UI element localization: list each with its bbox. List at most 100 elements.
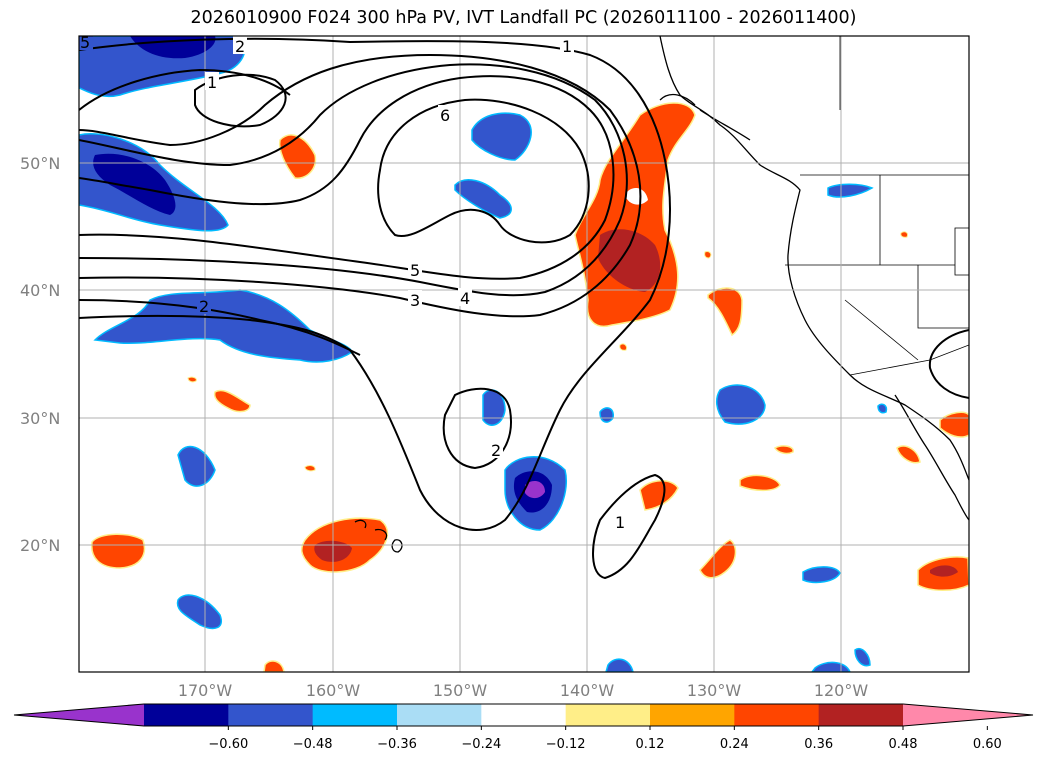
pos-patch-42n-inland — [900, 231, 908, 238]
colorbar-tick-label: −0.60 — [208, 737, 248, 752]
pos-patch-27n-east — [773, 445, 794, 455]
colorbar-tick-label: −0.36 — [377, 737, 417, 752]
contour-label-3: 3 — [410, 291, 420, 310]
contour-1-east — [928, 329, 969, 399]
pos-patch-coastal-core — [598, 229, 661, 292]
neg-patch-25n-min — [525, 480, 545, 499]
state-line-4 — [844, 299, 919, 361]
colorbar-tick-label: −0.24 — [461, 737, 501, 752]
ivt-contours — [79, 37, 969, 580]
lon-label-140w: 140°W — [560, 681, 615, 700]
contour-label-2-west: 2 — [199, 297, 209, 316]
neg-patch-30n-small — [599, 407, 614, 423]
coastlines — [354, 36, 969, 553]
lat-label-30n: 30°N — [20, 409, 60, 428]
pos-patch-27n-coast — [896, 445, 921, 464]
lat-label-40n: 40°N — [20, 281, 60, 300]
contour-label-5-top: 5 — [80, 33, 90, 52]
contour-3 — [79, 53, 642, 318]
colorbar-extend-max — [903, 704, 1033, 726]
pos-patch-25n-east — [739, 474, 781, 492]
colorbar-box — [144, 704, 229, 726]
colorbar-tick-label: 0.60 — [973, 737, 1002, 752]
contour-label-5: 5 — [410, 261, 420, 280]
lon-label-170w: 170°W — [178, 681, 233, 700]
negative-anomaly-patches — [79, 36, 888, 672]
neg-patch-17n-west — [176, 594, 222, 630]
pos-patch-24n — [639, 480, 679, 511]
colorbar: −0.60 −0.48 −0.36 −0.24 −0.12 0.12 0.24 0.36 0.4… — [13, 703, 1034, 752]
colorbar-tick-label: 0.48 — [889, 737, 918, 752]
contour-label-1-top: 1 — [207, 73, 217, 92]
neg-patch-31n-tiny — [877, 403, 888, 414]
colorbar-tick-label: −0.48 — [293, 737, 333, 752]
contour-label-2-top: 2 — [235, 37, 245, 56]
pos-patch-43n-tiny — [704, 251, 712, 259]
map-frame — [78, 35, 970, 673]
colorbar-box — [818, 704, 904, 726]
chart-title: 2026010900 F024 300 hPa PV, IVT Landfall… — [190, 8, 857, 28]
neg-patch-bottom-3 — [854, 648, 871, 667]
colorbar-outline — [13, 703, 1034, 727]
pos-patch-coastal-hole — [625, 188, 648, 205]
neg-patch-28n-west — [177, 445, 216, 487]
colorbar-tick-label: 0.12 — [636, 737, 665, 752]
contour-label-group: 5 2 1 6 5 3 4 2 2 1 1 — [79, 33, 627, 532]
colorbar-box — [734, 704, 820, 726]
colorbar-tick-label: 0.36 — [804, 737, 833, 752]
colorbar-box — [650, 704, 735, 726]
contour-1-loop-south — [592, 473, 666, 580]
contour-1-outer — [79, 37, 671, 531]
colorbar-tick-label: 0.24 — [720, 737, 749, 752]
contour-5 — [79, 75, 615, 280]
contour-2-upper — [79, 68, 291, 111]
pos-patch-33n-tiny — [187, 376, 197, 383]
neg-patch-48n-east — [827, 183, 874, 198]
longitude-labels: 170°W 160°W 150°W 140°W 130°W 120°W — [178, 681, 869, 700]
contour-4 — [79, 63, 628, 297]
state-line-5 — [954, 227, 969, 276]
lat-label-50n: 50°N — [20, 154, 60, 173]
pos-patch-bottom — [263, 660, 285, 672]
lat-label-20n: 20°N — [20, 536, 60, 555]
pos-patch-20n-west — [91, 533, 146, 569]
pos-patch-18n-east-core — [930, 565, 958, 577]
pos-patch-39n-east — [707, 287, 743, 337]
colorbar-tick-label: −0.12 — [546, 737, 586, 752]
alaska-coast — [659, 93, 751, 141]
neg-patch-left-50n-core — [93, 153, 176, 215]
neg-patch-center-mid — [454, 179, 512, 219]
contour-label-2-loop: 2 — [491, 441, 501, 460]
neg-patch-18n-east — [802, 566, 841, 584]
contour-label-4: 4 — [460, 289, 470, 308]
contour-label-1-north: 1 — [562, 37, 572, 56]
latitude-labels: 50°N 40°N 30°N 20°N — [20, 154, 60, 555]
lon-label-120w: 120°W — [814, 681, 869, 700]
colorbar-box — [228, 704, 314, 726]
contour-1-inner-top — [194, 73, 287, 128]
colorbar-box — [397, 704, 482, 726]
pos-patch-32n — [213, 389, 251, 413]
lon-label-160w: 160°W — [306, 681, 361, 700]
baja-coast — [894, 394, 969, 521]
neg-patch-bottom-1 — [605, 658, 634, 672]
contour-6 — [377, 98, 590, 244]
neg-patch-31n-east — [715, 384, 766, 425]
pos-patch-26n-tiny — [304, 465, 316, 472]
lat-lon-grid — [79, 36, 969, 672]
colorbar-box — [312, 704, 398, 726]
borders — [785, 36, 969, 376]
contour-label-1-south: 1 — [615, 513, 625, 532]
lon-label-130w: 130°W — [687, 681, 742, 700]
state-line-3 — [917, 265, 969, 329]
lon-label-150w: 150°W — [433, 681, 488, 700]
neg-patch-center-north — [471, 112, 532, 161]
pos-patch-19n — [699, 539, 737, 579]
contour-label-6: 6 — [440, 106, 450, 125]
colorbar-box — [481, 704, 567, 726]
contour-2-mid — [79, 299, 361, 356]
colorbar-box — [565, 704, 651, 726]
pos-patch-36n-tiny — [619, 343, 627, 351]
map-area: 5 2 1 6 5 3 4 2 2 1 1 — [79, 33, 969, 672]
